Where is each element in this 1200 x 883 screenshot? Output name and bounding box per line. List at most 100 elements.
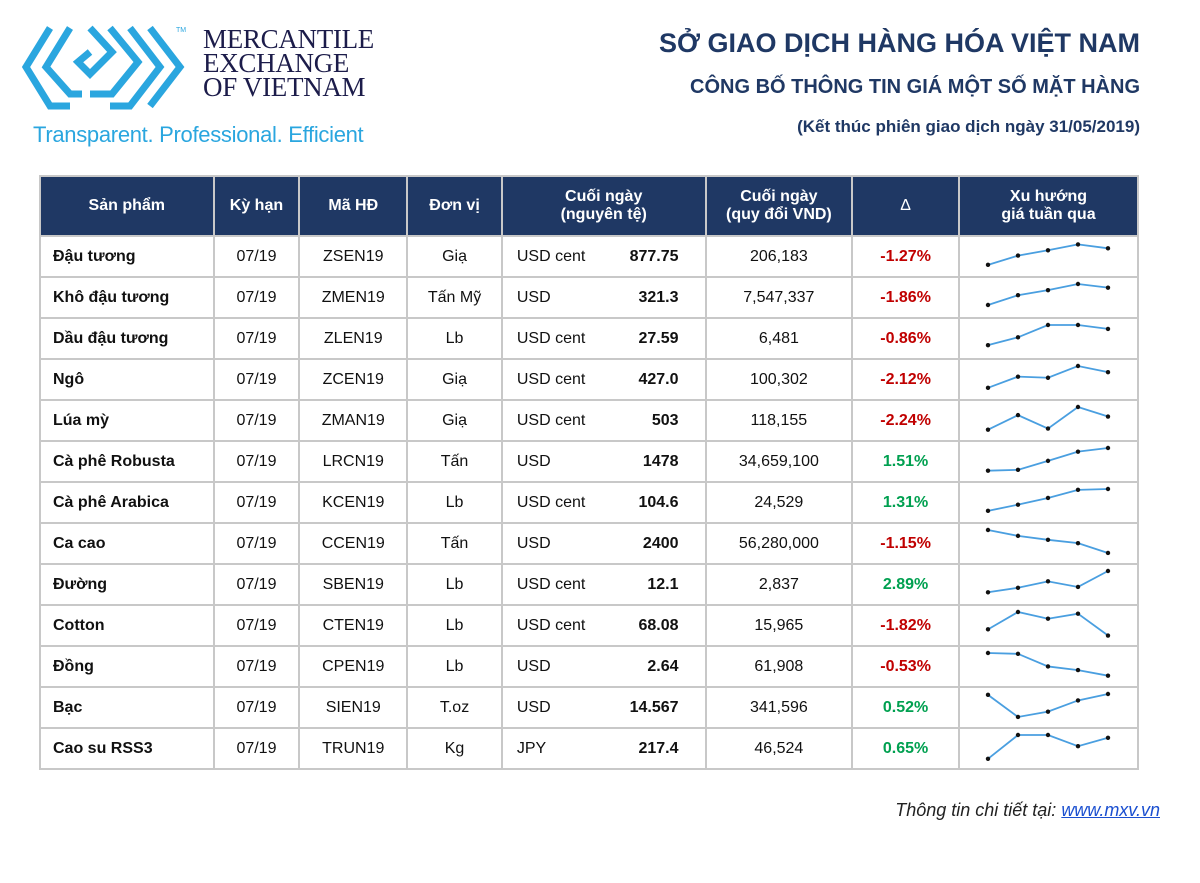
trend-point xyxy=(985,342,991,348)
term: 07/19 xyxy=(212,522,301,565)
trend-cell xyxy=(957,358,1140,401)
table-row: Ca cao 07/19 CCEN19 Tấn USD 2400 56,280,0… xyxy=(39,522,1140,565)
product-name: Lúa mỳ xyxy=(39,399,215,442)
trend-line xyxy=(987,324,1109,347)
trend-point xyxy=(985,468,991,473)
close-vnd: 118,155 xyxy=(704,399,854,442)
trend-point xyxy=(1045,248,1051,253)
product-name: Ngô xyxy=(39,358,215,401)
col-label: giá tuần qua xyxy=(1001,206,1096,223)
trend-point xyxy=(1045,732,1051,738)
website-link[interactable]: www.mxv.vn xyxy=(1061,800,1160,820)
close-price: 321.3 xyxy=(638,288,679,306)
trend-point xyxy=(1105,486,1111,492)
table-row: Dầu đậu tương 07/19 ZLEN19 Lb USD cent 27… xyxy=(39,317,1140,360)
table-row: Cà phê Robusta 07/19 LRCN19 Tấn USD 1478 … xyxy=(39,440,1140,483)
product-name: Đồng xyxy=(39,645,215,688)
trend-point xyxy=(1015,609,1021,615)
table-row: Ngô 07/19 ZCEN19 Giạ USD cent 427.0 100,3… xyxy=(39,358,1140,401)
trend-cell xyxy=(957,522,1140,565)
trend-sparkline xyxy=(985,486,1111,514)
change-percent: -1.82% xyxy=(851,604,960,647)
contract-code: ZLEN19 xyxy=(298,317,409,360)
contract-code: ZSEN19 xyxy=(298,235,409,278)
trend-point xyxy=(985,650,991,656)
change-percent: -1.15% xyxy=(851,522,960,565)
table-header: Sản phẩm Kỳ hạn Mã HĐ Đơn vị Cuối ngày (n… xyxy=(39,175,1140,237)
trend-point xyxy=(985,262,991,268)
contract-code: LRCN19 xyxy=(298,440,409,483)
trend-sparkline xyxy=(985,363,1111,391)
close-vnd: 2,837 xyxy=(704,563,854,606)
close-orig: USD cent 503 xyxy=(500,399,707,442)
trend-sparkline xyxy=(985,527,1111,556)
trend-cell xyxy=(957,645,1140,688)
close-price: 68.08 xyxy=(638,616,679,634)
change-percent: -0.86% xyxy=(851,317,960,360)
product-name: Cotton xyxy=(39,604,215,647)
trend-cell xyxy=(957,399,1140,442)
trend-point xyxy=(1015,651,1021,657)
product-name: Cà phê Arabica xyxy=(39,481,215,524)
col-label: (quy đổi VND) xyxy=(725,206,832,223)
mxv-logo-icon xyxy=(21,25,185,110)
trend-cell xyxy=(957,686,1140,729)
trend-line xyxy=(987,283,1109,306)
table-row: Khô đậu tương 07/19 ZMEN19 Tấn Mỹ USD 321… xyxy=(39,276,1140,319)
page-title: SỞ GIAO DỊCH HÀNG HÓA VIỆT NAM xyxy=(658,28,1140,58)
trend-line xyxy=(987,406,1109,431)
close-orig: USD 2400 xyxy=(500,522,707,565)
trend-point xyxy=(1015,533,1021,539)
trend-cell xyxy=(957,604,1140,647)
unit: Lb xyxy=(406,604,503,647)
currency: USD cent xyxy=(516,370,586,388)
currency: USD cent xyxy=(516,493,586,511)
change-percent: -0.53% xyxy=(851,645,960,688)
trend-point xyxy=(985,302,991,308)
trend-point xyxy=(1015,585,1021,590)
trend-cell xyxy=(957,563,1140,606)
currency: USD cent xyxy=(516,329,586,347)
product-name: Cà phê Robusta xyxy=(39,440,215,483)
currency: USD xyxy=(516,534,551,552)
trend-point xyxy=(985,508,991,514)
col-unit: Đơn vị xyxy=(406,175,503,237)
trend-point xyxy=(1105,414,1111,419)
change-percent: -2.12% xyxy=(851,358,960,401)
trend-sparkline xyxy=(985,732,1111,761)
close-price: 14.567 xyxy=(629,698,679,716)
session-date: (Kết thúc phiên giao dịch ngày 31/05/201… xyxy=(797,117,1140,136)
trend-point xyxy=(985,692,991,698)
trend-sparkline xyxy=(985,568,1111,595)
unit: Tấn xyxy=(406,522,503,565)
product-name: Dầu đậu tương xyxy=(39,317,215,360)
term: 07/19 xyxy=(212,563,301,606)
currency: USD xyxy=(516,452,551,470)
trend-sparkline xyxy=(985,281,1111,308)
close-price: 217.4 xyxy=(638,739,679,757)
unit: Lb xyxy=(406,563,503,606)
trend-point xyxy=(1075,540,1081,546)
col-label: Cuối ngày xyxy=(565,188,643,205)
col-label: (nguyên tệ) xyxy=(560,206,647,223)
contract-code: ZCEN19 xyxy=(298,358,409,401)
close-price: 427.0 xyxy=(638,370,679,388)
trend-point xyxy=(1015,412,1021,418)
trend-cell xyxy=(957,235,1140,278)
table-row: Bạc 07/19 SIEN19 T.oz USD 14.567 341,596 … xyxy=(39,686,1140,729)
trend-point xyxy=(1075,363,1081,369)
unit: Lb xyxy=(406,645,503,688)
trend-cell xyxy=(957,276,1140,319)
term: 07/19 xyxy=(212,440,301,483)
trend-point xyxy=(1045,458,1051,464)
close-orig: USD cent 877.75 xyxy=(500,235,707,278)
product-name: Đường xyxy=(39,563,215,606)
unit: Lb xyxy=(406,481,503,524)
term: 07/19 xyxy=(212,481,301,524)
contract-code: SIEN19 xyxy=(298,686,409,729)
trend-point xyxy=(1045,287,1051,293)
brand-line: MERCANTILE xyxy=(203,24,374,54)
trend-point xyxy=(1075,242,1081,247)
close-orig: USD cent 27.59 xyxy=(500,317,707,360)
